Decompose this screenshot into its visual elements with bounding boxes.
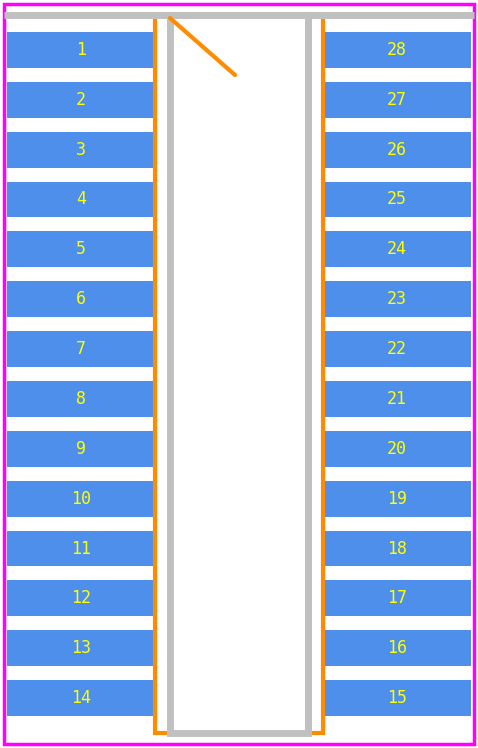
Bar [323, 580, 471, 616]
Bar [7, 481, 155, 517]
Text: 23: 23 [387, 290, 407, 308]
Text: 16: 16 [387, 640, 407, 657]
Bar [7, 680, 155, 716]
Text: 3: 3 [76, 141, 86, 159]
Bar [7, 82, 155, 117]
Text: 19: 19 [387, 490, 407, 508]
Bar [323, 331, 471, 367]
Bar [323, 132, 471, 168]
Text: 14: 14 [71, 689, 91, 707]
Text: 27: 27 [387, 91, 407, 108]
Text: 18: 18 [387, 539, 407, 557]
Bar [323, 182, 471, 218]
Text: 4: 4 [76, 191, 86, 209]
Bar [323, 32, 471, 68]
Bar [7, 631, 155, 666]
Text: 21: 21 [387, 390, 407, 408]
Text: 25: 25 [387, 191, 407, 209]
Text: 11: 11 [71, 539, 91, 557]
Text: 12: 12 [71, 589, 91, 607]
Bar [323, 381, 471, 417]
Bar [7, 580, 155, 616]
Bar [7, 381, 155, 417]
Text: 2: 2 [76, 91, 86, 108]
Text: 22: 22 [387, 340, 407, 358]
Bar [155, 15, 323, 733]
Text: 10: 10 [71, 490, 91, 508]
Bar [7, 132, 155, 168]
Text: 28: 28 [387, 41, 407, 59]
Bar [7, 281, 155, 317]
Bar [7, 182, 155, 218]
Bar [323, 680, 471, 716]
Bar [323, 281, 471, 317]
Bar [7, 32, 155, 68]
Text: 9: 9 [76, 440, 86, 458]
Bar [170, 15, 308, 733]
Bar [323, 431, 471, 467]
Bar [323, 530, 471, 566]
Text: 26: 26 [387, 141, 407, 159]
Text: 20: 20 [387, 440, 407, 458]
Text: 6: 6 [76, 290, 86, 308]
Text: 5: 5 [76, 240, 86, 258]
Bar [7, 431, 155, 467]
Bar [323, 82, 471, 117]
Text: 15: 15 [387, 689, 407, 707]
Bar [7, 231, 155, 267]
Bar [323, 481, 471, 517]
Text: 1: 1 [76, 41, 86, 59]
Text: 17: 17 [387, 589, 407, 607]
Bar [323, 231, 471, 267]
Bar [7, 331, 155, 367]
Text: 7: 7 [76, 340, 86, 358]
Text: 8: 8 [76, 390, 86, 408]
Bar [323, 631, 471, 666]
Text: 13: 13 [71, 640, 91, 657]
Text: 24: 24 [387, 240, 407, 258]
Bar [7, 530, 155, 566]
